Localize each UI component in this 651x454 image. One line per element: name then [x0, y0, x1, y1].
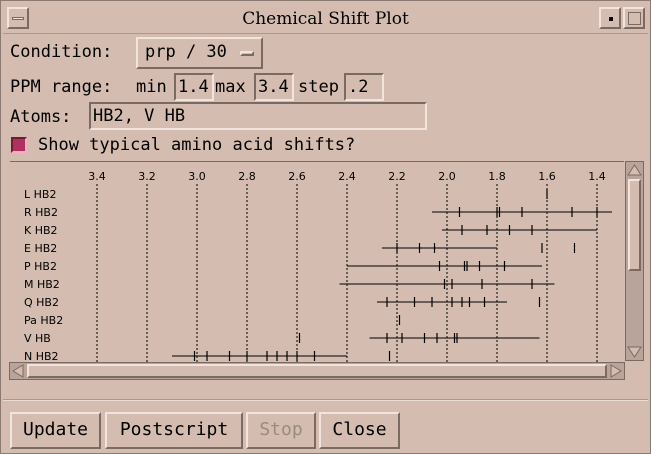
row-label: V HB: [24, 332, 51, 345]
minimize-icon: [609, 17, 613, 21]
typical-shifts-checkbox[interactable]: [11, 137, 27, 153]
row-label: M HB2: [24, 278, 60, 291]
vertical-scroll-thumb[interactable]: [628, 179, 641, 271]
vertical-scrollbar[interactable]: [625, 161, 644, 361]
typical-shifts-label: Show typical amino acid shifts?: [38, 135, 356, 155]
postscript-button[interactable]: Postscript: [105, 412, 243, 449]
condition-label: Condition:: [10, 42, 113, 62]
button-separator: [3, 399, 648, 401]
row-label: N HB2: [24, 350, 59, 362]
ppm-max-field[interactable]: 3.4: [254, 73, 294, 101]
tick-label: 2.6: [288, 170, 306, 183]
title-bar: Chemical Shift Plot: [3, 3, 648, 34]
tick-label: 2.2: [388, 170, 406, 183]
tick-label: 3.4: [88, 170, 106, 183]
scroll-down-arrow-icon[interactable]: [626, 345, 643, 359]
row-label: E HB2: [24, 242, 57, 255]
minimize-button[interactable]: [599, 7, 621, 29]
horizontal-scrollbar[interactable]: [9, 362, 625, 380]
row-label: K HB2: [24, 224, 58, 237]
ppm-step-field[interactable]: .2: [344, 73, 384, 101]
window-title: Chemical Shift Plot: [242, 9, 409, 29]
tick-label: 3.0: [188, 170, 206, 183]
tick-label: 2.4: [338, 170, 356, 183]
chemical-shift-plot: 3.4 3.2 3.0 2.8 2.6 2.4 2.2 2.0 1.8 1.6 1.4 L HB2 R …: [24, 170, 612, 362]
row-label: P HB2: [24, 260, 57, 273]
ppm-range-label: PPM range:: [10, 77, 113, 97]
row-label: Pa HB2: [24, 314, 63, 327]
row-label: L HB2: [24, 188, 56, 201]
ppm-min-label: min: [136, 77, 167, 97]
ppm-max-label: max: [215, 77, 246, 97]
ppm-min-field[interactable]: 1.4: [174, 73, 214, 101]
tick-label: 3.2: [138, 170, 156, 183]
condition-option-menu[interactable]: prp / 30: [136, 37, 263, 69]
update-button[interactable]: Update: [10, 412, 101, 449]
condition-value: prp / 30: [145, 42, 227, 62]
tick-label: 1.6: [538, 170, 556, 183]
row-label: R HB2: [24, 206, 58, 219]
close-button[interactable]: Close: [319, 412, 400, 449]
stop-button[interactable]: Stop: [246, 412, 316, 449]
menu-bar-icon: [12, 17, 24, 20]
atoms-label: Atoms:: [10, 107, 72, 127]
option-menu-indicator-icon: [240, 51, 254, 56]
tick-label: 2.0: [438, 170, 456, 183]
tick-label: 1.4: [588, 170, 606, 183]
row-label: Q HB2: [24, 296, 59, 309]
maximize-button[interactable]: [623, 7, 645, 29]
scroll-left-arrow-icon[interactable]: [11, 363, 25, 379]
tick-label: 1.8: [488, 170, 506, 183]
plot-canvas: 3.4 3.2 3.0 2.8 2.6 2.4 2.2 2.0 1.8 1.6 1.4 L HB2 R …: [10, 161, 624, 362]
tick-label: 2.8: [238, 170, 256, 183]
ppm-step-label: step: [298, 77, 339, 97]
maximize-icon: [628, 12, 641, 25]
atoms-field[interactable]: HB2, V HB: [89, 102, 427, 130]
scroll-up-arrow-icon[interactable]: [626, 163, 643, 177]
window-menu-button[interactable]: [7, 7, 29, 29]
scroll-right-arrow-icon[interactable]: [609, 363, 623, 379]
horizontal-scroll-thumb[interactable]: [27, 364, 607, 378]
